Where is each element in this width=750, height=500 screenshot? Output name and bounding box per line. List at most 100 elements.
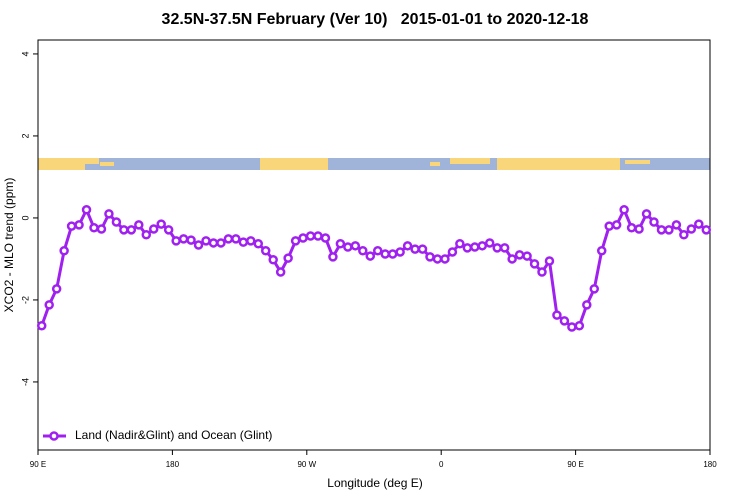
data-point: [350, 241, 361, 251]
data-point: [664, 225, 674, 235]
x-tick-label: 0: [439, 460, 444, 469]
data-point: [320, 233, 331, 243]
data-point: [552, 310, 562, 320]
data-point: [313, 231, 323, 241]
y-tick-label: 0: [20, 215, 30, 220]
x-axis-label: Longitude (deg E): [327, 476, 422, 490]
data-point: [36, 321, 47, 331]
data-point: [559, 316, 570, 326]
data-point: [193, 240, 204, 250]
legend-label: Land (Nadir&Glint) and Ocean (Glint): [75, 428, 272, 442]
data-point: [178, 234, 189, 244]
data-point: [641, 209, 652, 219]
data-point: [148, 224, 159, 234]
y-tick-label: 4: [20, 51, 30, 56]
data-point: [619, 204, 629, 215]
data-point: [343, 242, 353, 252]
data-point: [283, 253, 293, 263]
data-point: [656, 225, 667, 235]
data-point: [462, 243, 473, 253]
data-point: [231, 234, 241, 244]
data-point: [484, 238, 495, 248]
data-point: [119, 225, 129, 235]
data-point: [477, 241, 488, 251]
y-tick-label: 2: [20, 133, 30, 138]
x-tick-label: 180: [166, 460, 180, 469]
data-point: [544, 256, 555, 266]
data-point: [260, 245, 271, 256]
data-point: [59, 245, 69, 256]
data-point: [596, 245, 607, 256]
data-point: [425, 252, 435, 262]
data-point: [44, 300, 54, 310]
data-point: [163, 225, 174, 235]
data-point: [81, 204, 92, 215]
data-point: [455, 239, 465, 249]
data-point: [305, 231, 316, 241]
data-point: [679, 230, 689, 240]
data-point: [216, 238, 226, 248]
data-point: [470, 242, 480, 252]
data-point: [567, 322, 577, 332]
data-point: [447, 247, 458, 257]
data-point: [649, 217, 659, 227]
data-point: [74, 220, 84, 230]
data-point: [268, 255, 278, 265]
data-point: [634, 224, 644, 234]
data-point: [96, 224, 107, 234]
data-point: [126, 225, 137, 235]
data-point: [156, 219, 166, 229]
data-point: [186, 235, 196, 245]
data-point: [589, 284, 600, 294]
data-point: [111, 217, 122, 227]
data-point: [694, 219, 704, 229]
data-point: [387, 249, 398, 259]
data-point: [365, 251, 376, 261]
chart-title: 32.5N-37.5N February (Ver 10) 2015-01-01…: [162, 11, 589, 28]
data-point: [395, 247, 405, 257]
data-point: [290, 236, 301, 246]
data-point: [104, 209, 114, 219]
map-strip: [38, 158, 710, 170]
data-point: [671, 220, 682, 230]
data-point: [611, 220, 622, 230]
data-point: [238, 237, 249, 247]
data-point: [141, 230, 152, 240]
data-point: [89, 223, 99, 233]
data-point: [507, 254, 517, 264]
data-point: [275, 267, 286, 277]
data-point: [574, 321, 585, 331]
data-point: [582, 300, 592, 310]
x-tick-label: 180: [703, 460, 717, 469]
data-point: [492, 243, 502, 253]
data-point: [514, 250, 525, 260]
data-point: [171, 236, 181, 246]
data-point: [51, 284, 62, 294]
data-point: [208, 238, 219, 248]
data-point: [223, 234, 234, 244]
y-tick-label: -2: [20, 296, 30, 304]
data-point: [335, 239, 346, 249]
data-point: [66, 221, 77, 231]
data-point: [499, 243, 510, 253]
data-point: [372, 245, 383, 256]
data-point: [701, 225, 712, 235]
x-tick-label: 90 E: [30, 460, 46, 469]
data-point: [440, 254, 450, 264]
data-point: [522, 251, 532, 261]
data-point: [298, 233, 308, 243]
data-point: [410, 244, 420, 254]
data-point: [417, 244, 428, 254]
data-point: [686, 224, 697, 234]
data-point: [402, 241, 413, 251]
legend-marker: [49, 431, 59, 441]
data-point: [432, 254, 443, 264]
data-point: [380, 249, 390, 259]
x-tick-label: 90 E: [567, 460, 583, 469]
x-tick-label: 90 W: [297, 460, 316, 469]
data-point: [626, 223, 637, 233]
data-point: [328, 252, 338, 262]
data-point: [529, 259, 540, 269]
data-point: [537, 267, 547, 277]
data-point: [201, 236, 211, 246]
